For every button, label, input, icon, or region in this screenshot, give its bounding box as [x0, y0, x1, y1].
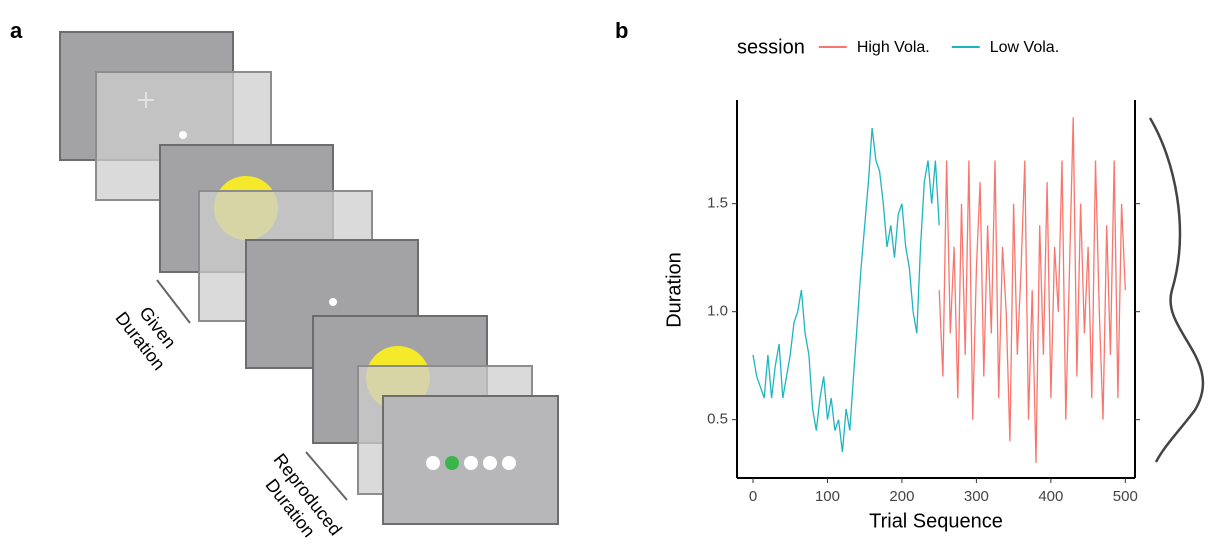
dot — [445, 456, 459, 470]
x-axis-label: Trial Sequence — [869, 510, 1003, 532]
fixation-cross — [138, 92, 154, 108]
given-label: Given Duration — [111, 303, 180, 374]
data-line — [752, 128, 940, 453]
dot — [464, 456, 478, 470]
dot — [483, 456, 497, 470]
data-line — [938, 117, 1126, 463]
panel-a: a Given Duration Reproduced Duration — [10, 18, 559, 541]
legend-label: High Vola. — [857, 39, 930, 56]
density-curve — [1148, 117, 1205, 463]
y-tick-label: 1.0 — [707, 303, 728, 320]
y-tick-label: 1.5 — [707, 195, 728, 212]
dot — [502, 456, 516, 470]
dot — [329, 298, 337, 306]
panel-b: b 0.5 1.0 1.5 0 100 200 300 400 500 Trial Sequenc… — [615, 18, 1205, 532]
interval-line — [156, 279, 191, 324]
legend-title: session — [737, 36, 805, 58]
x-tick-label: 400 — [1038, 488, 1063, 505]
x-tick-label: 300 — [964, 488, 989, 505]
reproduced-label: Reproduced Duration — [261, 450, 345, 541]
interval-line — [305, 451, 348, 501]
x-tick-label: 100 — [815, 488, 840, 505]
panel-label: b — [615, 18, 628, 43]
x-tick-label: 200 — [889, 488, 914, 505]
y-tick-label: 0.5 — [707, 411, 728, 428]
dot — [179, 131, 187, 139]
x-tick-label: 500 — [1113, 488, 1138, 505]
panel-label: a — [10, 18, 23, 43]
x-tick-label: 0 — [749, 488, 757, 505]
legend-label: Low Vola. — [990, 39, 1059, 56]
dot — [426, 456, 440, 470]
y-axis-label: Duration — [663, 252, 685, 328]
